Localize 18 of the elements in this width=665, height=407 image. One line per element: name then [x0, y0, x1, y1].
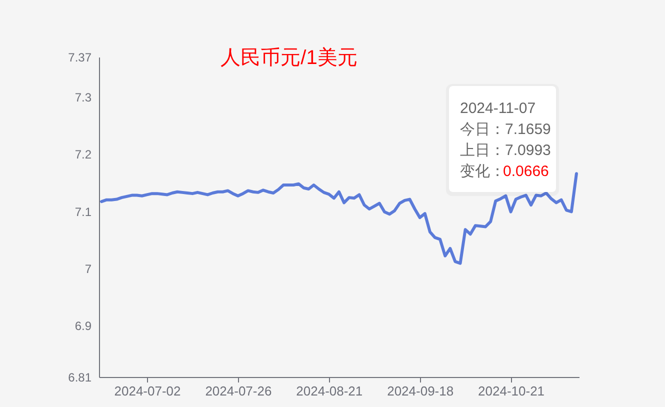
- x-tick-label: 2024-09-18: [387, 384, 454, 398]
- annotation: 变化：: [460, 163, 505, 180]
- x-tick-label: 2024-07-02: [114, 384, 181, 398]
- y-tick-label: 7: [84, 262, 92, 276]
- x-tick-label: 2024-10-21: [478, 384, 545, 398]
- y-tick-label: 7.1: [74, 204, 92, 219]
- y-tick-label: 7.3: [74, 90, 92, 104]
- annotation: 0.0666: [503, 163, 549, 180]
- annotation: 上日：7.0993: [460, 142, 551, 159]
- y-tick-label: 6.9: [74, 319, 92, 334]
- chart-title: 人民币元/1美元: [220, 46, 358, 69]
- annotation: 2024-11-07: [460, 100, 536, 117]
- annotation: 今日：7.1659: [460, 121, 551, 138]
- y-tick-label: 7.2: [74, 148, 92, 162]
- y-tick-label: 7.37: [68, 50, 92, 64]
- x-tick-label: 2024-07-26: [205, 384, 272, 398]
- x-tick-label: 2024-08-21: [296, 384, 363, 398]
- y-tick-label: 6.81: [68, 370, 92, 384]
